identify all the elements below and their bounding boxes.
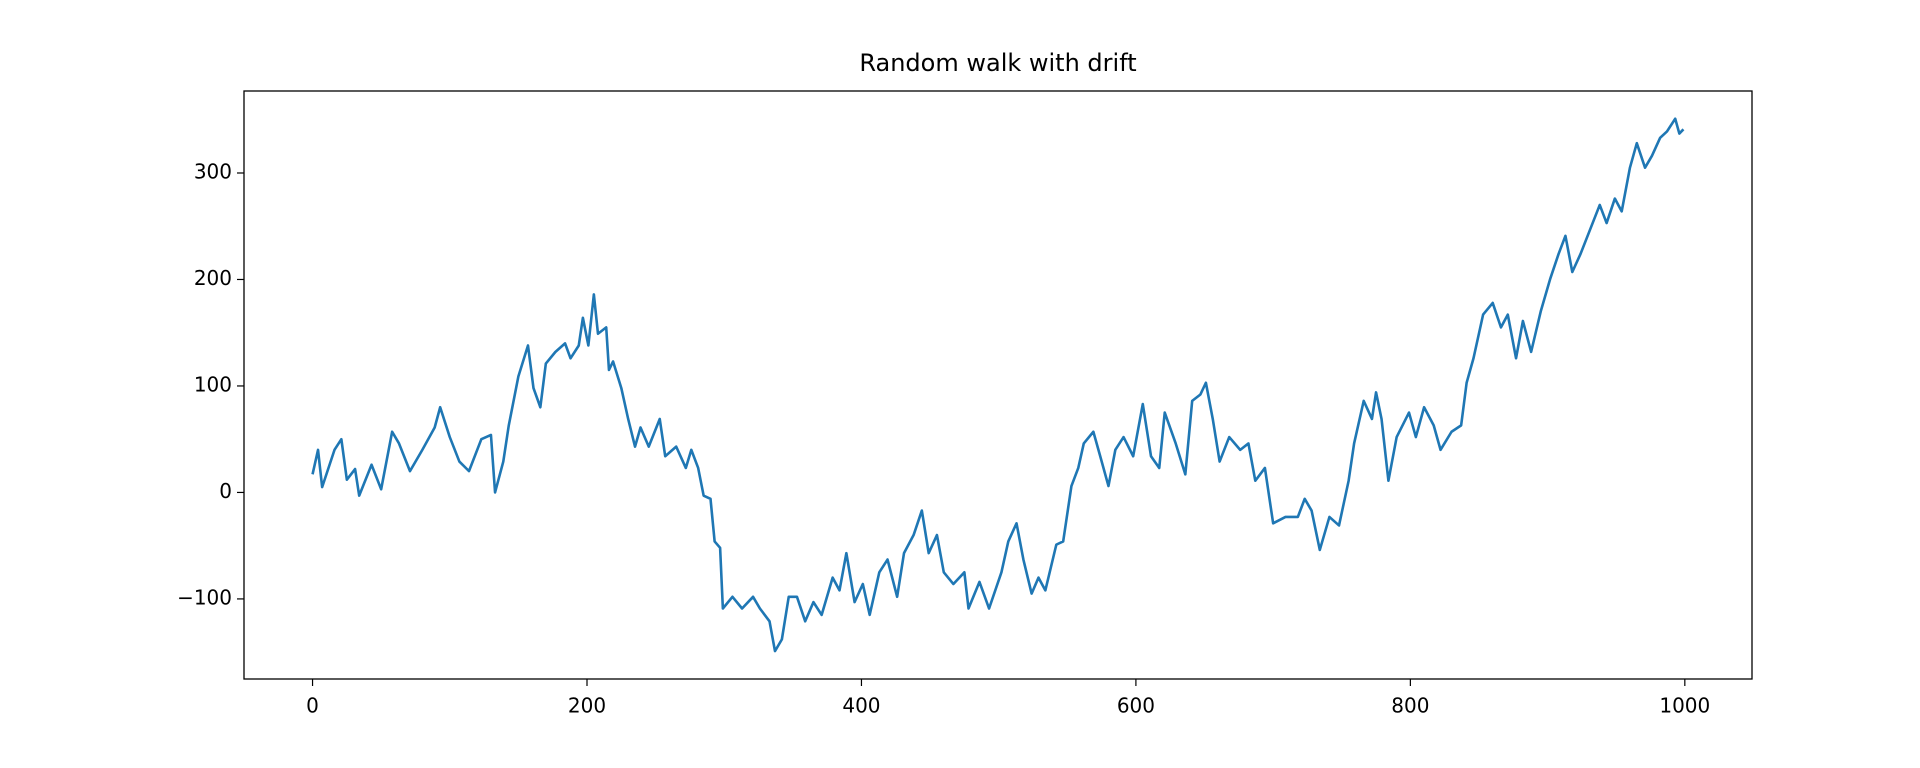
- plot-frame: [243, 90, 1753, 680]
- y-tick-label: 200: [194, 266, 232, 290]
- x-tick-label: 600: [1117, 694, 1155, 718]
- x-tick-label: 1000: [1659, 694, 1710, 718]
- line: [311, 117, 1685, 653]
- y-tick-label: −100: [177, 585, 232, 609]
- x-tick-label: 400: [842, 694, 880, 718]
- x-tick-label: 200: [568, 694, 606, 718]
- y-tick-label: 100: [194, 372, 232, 396]
- x-tick-label: 0: [306, 694, 319, 718]
- y-tick-label: 0: [219, 479, 232, 503]
- y-tick-label: 300: [194, 159, 232, 183]
- chart-title: Random walk with drift: [859, 49, 1136, 77]
- x-tick-label: 800: [1391, 694, 1429, 718]
